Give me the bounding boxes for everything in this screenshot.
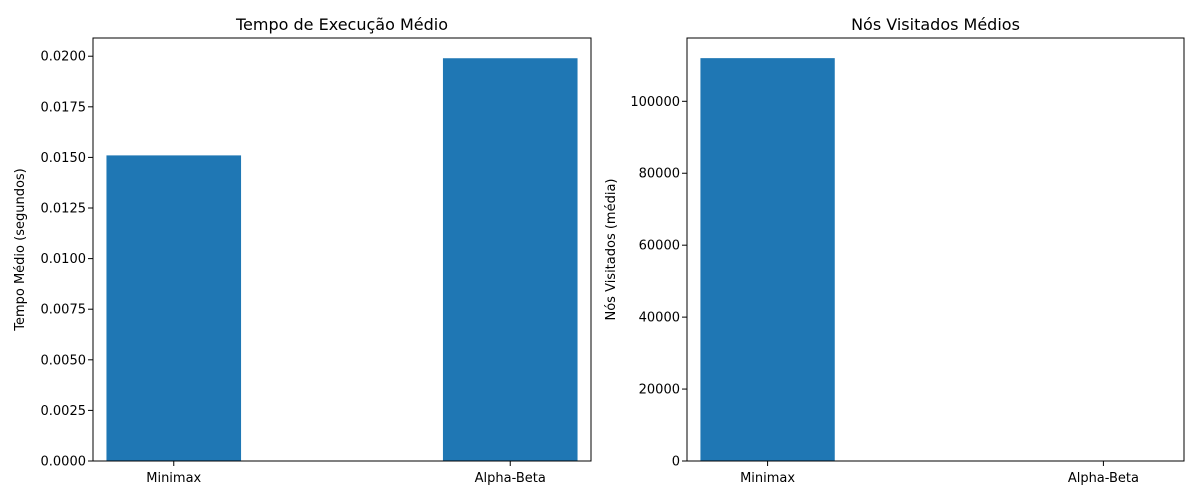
y-tick-label: 0.0200 <box>41 50 87 65</box>
y-tick-label: 0.0100 <box>41 252 87 267</box>
y-tick-label: 0.0000 <box>41 455 87 470</box>
bar-alpha-beta <box>442 58 578 462</box>
y-tick-label: 0.0125 <box>41 202 87 217</box>
plot-frame <box>686 37 1185 462</box>
chart-title: Nós Visitados Médios <box>851 15 1020 34</box>
x-tick-label: Alpha-Beta <box>1068 471 1139 486</box>
y-tick-label: 80000 <box>639 167 680 182</box>
bar-minimax <box>106 155 242 461</box>
y-tick-label: 0.0050 <box>41 353 87 368</box>
y-tick-label: 40000 <box>639 311 680 326</box>
plot-frame <box>92 37 592 462</box>
y-tick-label: 0.0175 <box>41 100 87 115</box>
x-tick-label: Minimax <box>740 471 795 486</box>
bar-minimax <box>700 58 835 462</box>
y-axis-label: Nós Visitados (média) <box>604 179 619 321</box>
x-tick-label: Minimax <box>146 471 201 486</box>
y-axis-label: Tempo Médio (segundos) <box>13 168 28 332</box>
visited-nodes-chart: Nós Visitados Médios Nós Visitados (média… <box>604 15 1185 486</box>
y-tick-label: 0.0025 <box>41 404 87 419</box>
x-tick-label: Alpha-Beta <box>475 471 546 486</box>
execution-time-chart: Tempo de Execução Médio Tempo Médio (segu… <box>13 15 592 486</box>
y-tick-label: 0.0150 <box>41 151 87 166</box>
y-tick-label: 0 <box>672 455 680 470</box>
y-tick-label: 20000 <box>639 383 680 398</box>
chart-title: Tempo de Execução Médio <box>235 15 448 34</box>
y-tick-label: 100000 <box>630 95 680 110</box>
y-tick-label: 0.0075 <box>41 303 87 318</box>
y-tick-label: 60000 <box>639 239 680 254</box>
